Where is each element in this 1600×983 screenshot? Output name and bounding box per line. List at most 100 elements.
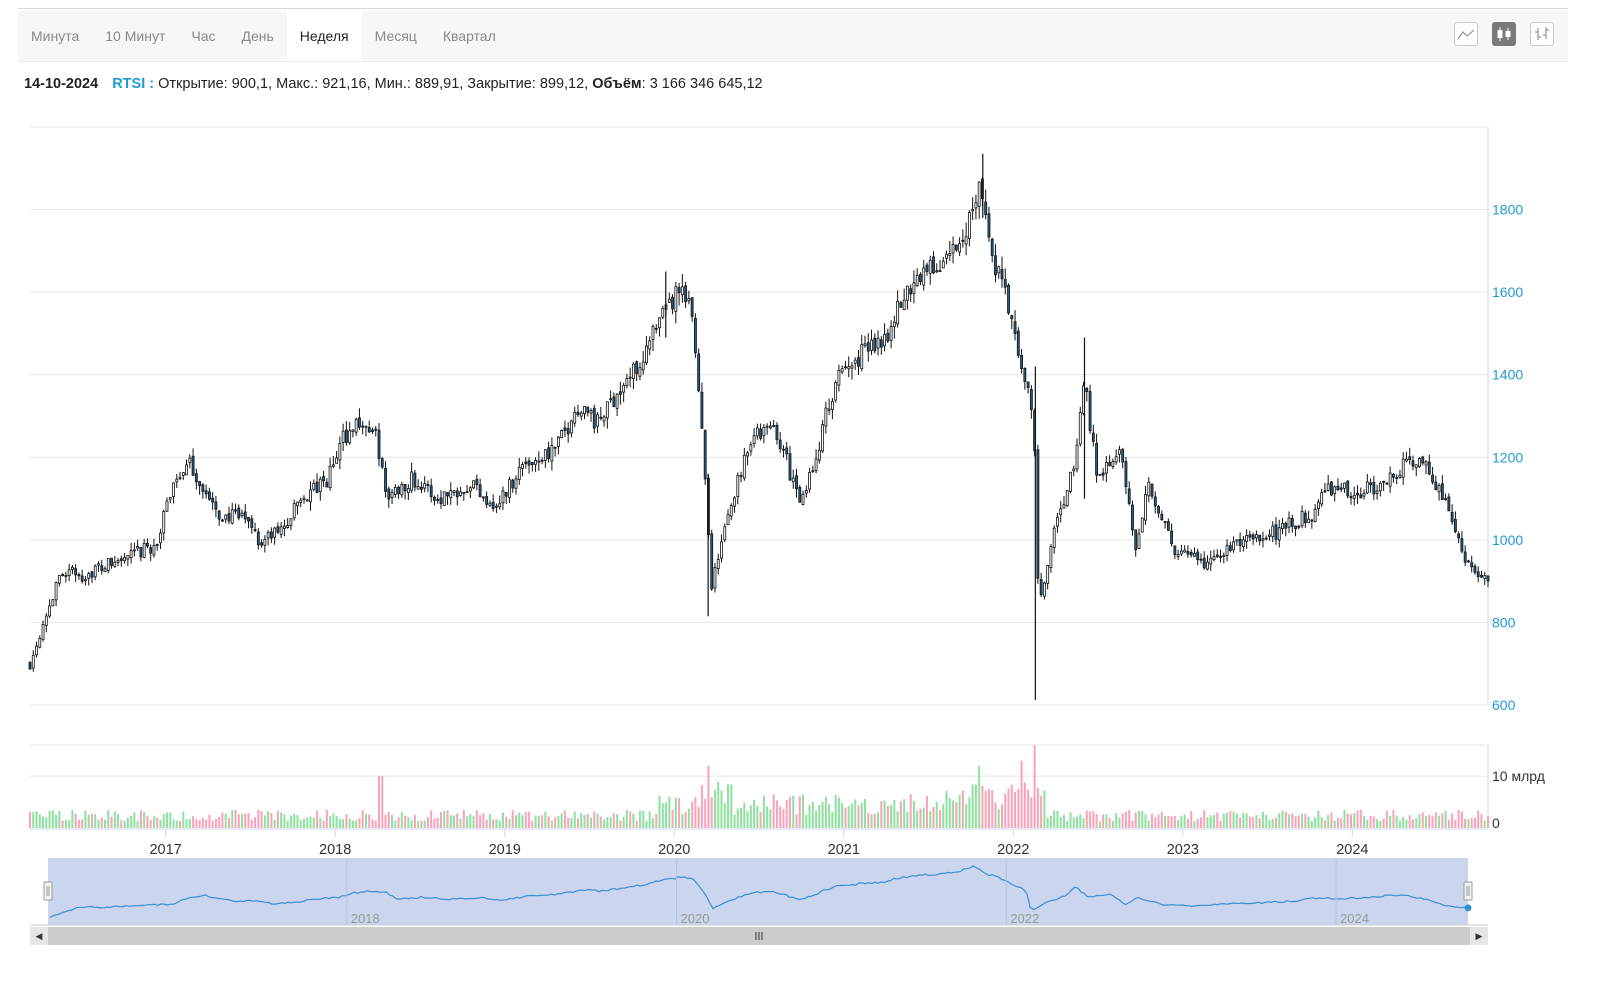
volume-bar bbox=[704, 798, 707, 828]
candle-body bbox=[149, 547, 153, 554]
candle bbox=[439, 490, 443, 509]
volume-bar bbox=[1199, 817, 1202, 828]
tab-week[interactable]: Неделя bbox=[286, 11, 362, 61]
candle-body bbox=[234, 509, 237, 512]
tab-hour[interactable]: Час bbox=[191, 28, 216, 44]
candle-body bbox=[540, 459, 544, 462]
volume-bar bbox=[1447, 819, 1450, 828]
candle bbox=[964, 222, 968, 256]
volume-bar bbox=[573, 811, 576, 828]
candle bbox=[853, 357, 857, 370]
ohlc-bar-chart-button[interactable] bbox=[1530, 22, 1554, 46]
tab-10-minutes[interactable]: 10 Минут bbox=[105, 28, 166, 44]
volume-bar bbox=[397, 817, 400, 828]
candle bbox=[393, 484, 397, 498]
candle-body bbox=[1183, 549, 1187, 553]
candle-body bbox=[1255, 534, 1258, 539]
volume-bar bbox=[1226, 812, 1229, 828]
navigator-right-handle[interactable] bbox=[1463, 881, 1473, 901]
candle bbox=[746, 450, 749, 466]
candle bbox=[1330, 481, 1333, 497]
volume-bar bbox=[1004, 793, 1007, 828]
navigator-left-handle[interactable] bbox=[43, 881, 53, 901]
volume-bar bbox=[361, 810, 364, 828]
candle-body bbox=[1003, 279, 1007, 288]
volume-bar bbox=[185, 819, 188, 828]
candle-body bbox=[628, 376, 632, 379]
volume-bar bbox=[35, 811, 38, 828]
volume-bar bbox=[580, 813, 583, 828]
volume-bar bbox=[1457, 810, 1460, 828]
candle-body bbox=[524, 461, 528, 464]
candlestick-chart-button[interactable] bbox=[1492, 22, 1516, 46]
tab-quarter[interactable]: Квартал bbox=[442, 28, 496, 44]
volume-bar bbox=[1141, 810, 1144, 828]
volume-bar bbox=[1014, 791, 1017, 828]
candle-body bbox=[286, 525, 290, 528]
candle-body bbox=[419, 486, 423, 490]
candle bbox=[485, 491, 489, 509]
tab-minute[interactable]: Минута bbox=[31, 28, 80, 44]
candle-body bbox=[1251, 534, 1255, 540]
candle-body bbox=[1424, 461, 1428, 466]
candle bbox=[1157, 504, 1160, 518]
candle bbox=[560, 429, 564, 439]
volume-bar bbox=[792, 795, 795, 828]
candle bbox=[1036, 444, 1040, 584]
candle-body bbox=[1179, 550, 1183, 555]
candle-body bbox=[162, 511, 166, 534]
volume-bar bbox=[149, 820, 152, 828]
candle bbox=[658, 317, 661, 337]
candle bbox=[201, 482, 205, 499]
candle bbox=[1170, 523, 1174, 547]
candle-body bbox=[97, 563, 100, 566]
tab-day[interactable]: День bbox=[241, 28, 274, 44]
candle bbox=[928, 255, 932, 285]
candle-body bbox=[504, 491, 508, 497]
candle-body bbox=[110, 557, 113, 566]
volume-bar bbox=[1441, 813, 1444, 828]
tab-month[interactable]: Месяц bbox=[374, 28, 417, 44]
candle-body bbox=[1313, 508, 1317, 522]
navigator-scrollbar[interactable] bbox=[30, 927, 1488, 945]
candle-body bbox=[1261, 538, 1265, 541]
candle bbox=[322, 470, 325, 487]
candle bbox=[1212, 549, 1216, 562]
candle-body bbox=[1352, 494, 1356, 499]
candle bbox=[612, 392, 616, 408]
volume-bar bbox=[903, 799, 906, 828]
candle bbox=[1444, 493, 1448, 501]
candle-body bbox=[1483, 575, 1487, 579]
candle-body bbox=[905, 285, 909, 301]
navigator[interactable]: 2018 2020 2022 2024 bbox=[30, 858, 1488, 945]
line-chart-button[interactable] bbox=[1454, 22, 1478, 46]
candle bbox=[504, 491, 508, 505]
candle-body bbox=[1232, 541, 1235, 551]
volume-bar bbox=[837, 797, 840, 828]
candle-body bbox=[452, 490, 456, 493]
volume-bar bbox=[413, 814, 416, 828]
candle bbox=[1150, 483, 1154, 500]
candle bbox=[958, 237, 962, 256]
volume-bar bbox=[1144, 814, 1147, 828]
scroll-right-button[interactable]: ▶ bbox=[1470, 927, 1488, 945]
candle-body bbox=[354, 418, 358, 433]
volume-bar bbox=[1137, 811, 1141, 828]
candle-body bbox=[654, 327, 658, 330]
candle bbox=[64, 571, 68, 583]
candle-body bbox=[632, 363, 635, 380]
volume-bar bbox=[1111, 820, 1114, 828]
candle-body bbox=[791, 477, 795, 483]
candle bbox=[1173, 545, 1177, 560]
volume-bar bbox=[1154, 817, 1157, 828]
candle-body bbox=[325, 482, 329, 488]
scroll-left-button[interactable]: ◀ bbox=[30, 927, 48, 945]
candle bbox=[28, 661, 32, 671]
volume-bar bbox=[1284, 811, 1287, 828]
volume-bar bbox=[208, 814, 211, 828]
candle bbox=[961, 229, 965, 248]
candle bbox=[1326, 475, 1330, 492]
volume-bar bbox=[1056, 810, 1059, 828]
candle-body bbox=[733, 497, 736, 507]
